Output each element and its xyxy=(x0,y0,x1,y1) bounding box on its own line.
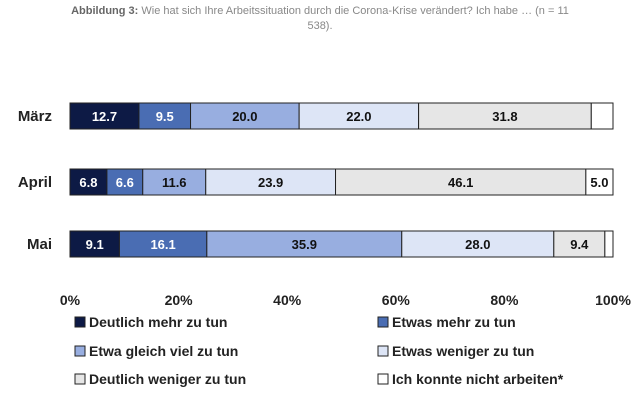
value-label-2-4: 9.4 xyxy=(570,237,589,252)
legend-swatch-3 xyxy=(377,345,389,357)
bar-segment-2-1 xyxy=(118,230,208,258)
value-label-2-1: 16.1 xyxy=(150,237,175,252)
value-label-0-2: 20.0 xyxy=(232,109,257,124)
legend-swatch-1 xyxy=(377,316,389,328)
value-label-2-2: 35.9 xyxy=(292,237,317,252)
legend-swatch-0 xyxy=(74,316,86,328)
legend-label-4: Deutlich weniger zu tun xyxy=(89,371,246,387)
legend-label-0: Deutlich mehr zu tun xyxy=(89,314,227,330)
legend-label-5: Ich konnte nicht arbeiten* xyxy=(392,371,564,387)
caption-text: Wie hat sich Ihre Arbeitssituation durch… xyxy=(141,5,569,17)
category-label-2: Mai xyxy=(27,236,52,253)
bar-segment-2-4 xyxy=(553,230,606,258)
value-label-2-0: 9.1 xyxy=(86,237,104,252)
x-tick-label-5: 100% xyxy=(595,292,631,308)
bar-segment-2-3 xyxy=(401,230,555,258)
value-label-0-1: 9.5 xyxy=(156,109,174,124)
x-tick-label-2: 40% xyxy=(273,292,302,308)
category-label-0: März xyxy=(18,108,52,125)
x-tick-label-4: 80% xyxy=(490,292,519,308)
legend-swatch-5 xyxy=(377,373,389,385)
bar-segment-2-5 xyxy=(604,230,614,258)
value-label-1-4: 46.1 xyxy=(448,175,473,190)
category-label-1: April xyxy=(18,174,52,191)
value-label-2-3: 28.0 xyxy=(465,237,490,252)
legend-swatch-2 xyxy=(74,345,86,357)
x-tick-label-0: 0% xyxy=(60,292,81,308)
bar-segment-1-1 xyxy=(106,168,144,196)
bar-segment-0-0 xyxy=(69,102,140,130)
x-tick-label-1: 20% xyxy=(165,292,194,308)
bar-segment-1-5 xyxy=(585,168,614,196)
value-label-1-2: 11.6 xyxy=(162,175,187,190)
legend-label-2: Etwa gleich viel zu tun xyxy=(89,343,238,359)
legend-label-3: Etwas weniger zu tun xyxy=(392,343,534,359)
caption-line-1: Abbildung 3: Wie hat sich Ihre Arbeitssi… xyxy=(0,4,640,19)
value-label-1-0: 6.8 xyxy=(79,175,97,190)
value-label-1-5: 5.0 xyxy=(590,175,608,190)
value-label-0-3: 22.0 xyxy=(346,109,371,124)
bar-segment-0-4 xyxy=(418,102,592,130)
legend-swatch-4 xyxy=(74,373,86,385)
value-label-0-4: 31.8 xyxy=(492,109,517,124)
bar-segment-1-3 xyxy=(205,168,337,196)
bar-segment-0-5 xyxy=(590,102,614,130)
bar-segment-0-2 xyxy=(190,102,300,130)
caption-line-2: 538). xyxy=(307,20,333,32)
value-label-1-1: 6.6 xyxy=(116,175,134,190)
legend-label-1: Etwas mehr zu tun xyxy=(392,314,516,330)
value-label-0-0: 12.7 xyxy=(92,109,117,124)
caption-prefix: Abbildung 3: xyxy=(71,5,139,17)
value-label-1-3: 23.9 xyxy=(258,175,283,190)
x-tick-label-3: 60% xyxy=(382,292,411,308)
figure-caption: Abbildung 3: Wie hat sich Ihre Arbeitssi… xyxy=(0,4,640,34)
